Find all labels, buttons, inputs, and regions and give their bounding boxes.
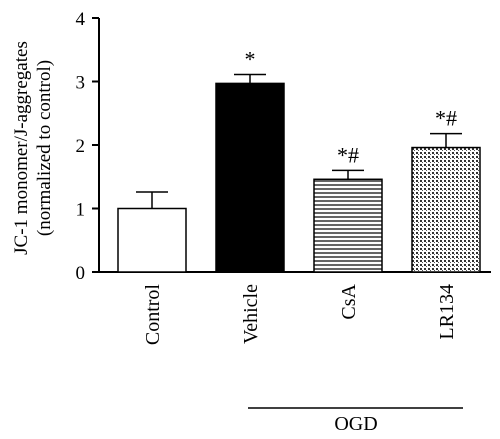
significance-vehicle: *: [245, 47, 256, 72]
significance-lr134: *#: [435, 106, 457, 131]
category-label-control: Control: [142, 284, 164, 346]
category-labels: Control Vehicle CsA LR134: [142, 283, 458, 345]
y-tick-label: 4: [76, 9, 86, 30]
error-bars: [136, 73, 462, 209]
y-axis-label-line1: JC-1 monomer/J-aggregates: [11, 41, 32, 255]
y-tick-label: 0: [76, 263, 86, 284]
category-label-csa: CsA: [338, 283, 360, 319]
significance-labels: * *# *#: [245, 47, 458, 168]
bars: [117, 82, 481, 273]
bar-control: [117, 207, 187, 273]
category-label-vehicle: Vehicle: [240, 284, 262, 344]
bar-vehicle: [215, 82, 285, 273]
bar-lr134: [411, 146, 481, 273]
y-ticks: 0 1 2 3 4: [76, 9, 99, 284]
y-tick-label: 1: [76, 200, 86, 221]
category-label-lr134: LR134: [436, 284, 458, 340]
y-axis-label-line2: (normalized to control): [34, 60, 55, 236]
ogd-group-label: OGD: [334, 413, 377, 435]
significance-csa: *#: [337, 142, 359, 167]
y-tick-label: 2: [76, 136, 86, 157]
y-tick-label: 3: [76, 73, 86, 94]
bar-csa: [313, 178, 383, 273]
